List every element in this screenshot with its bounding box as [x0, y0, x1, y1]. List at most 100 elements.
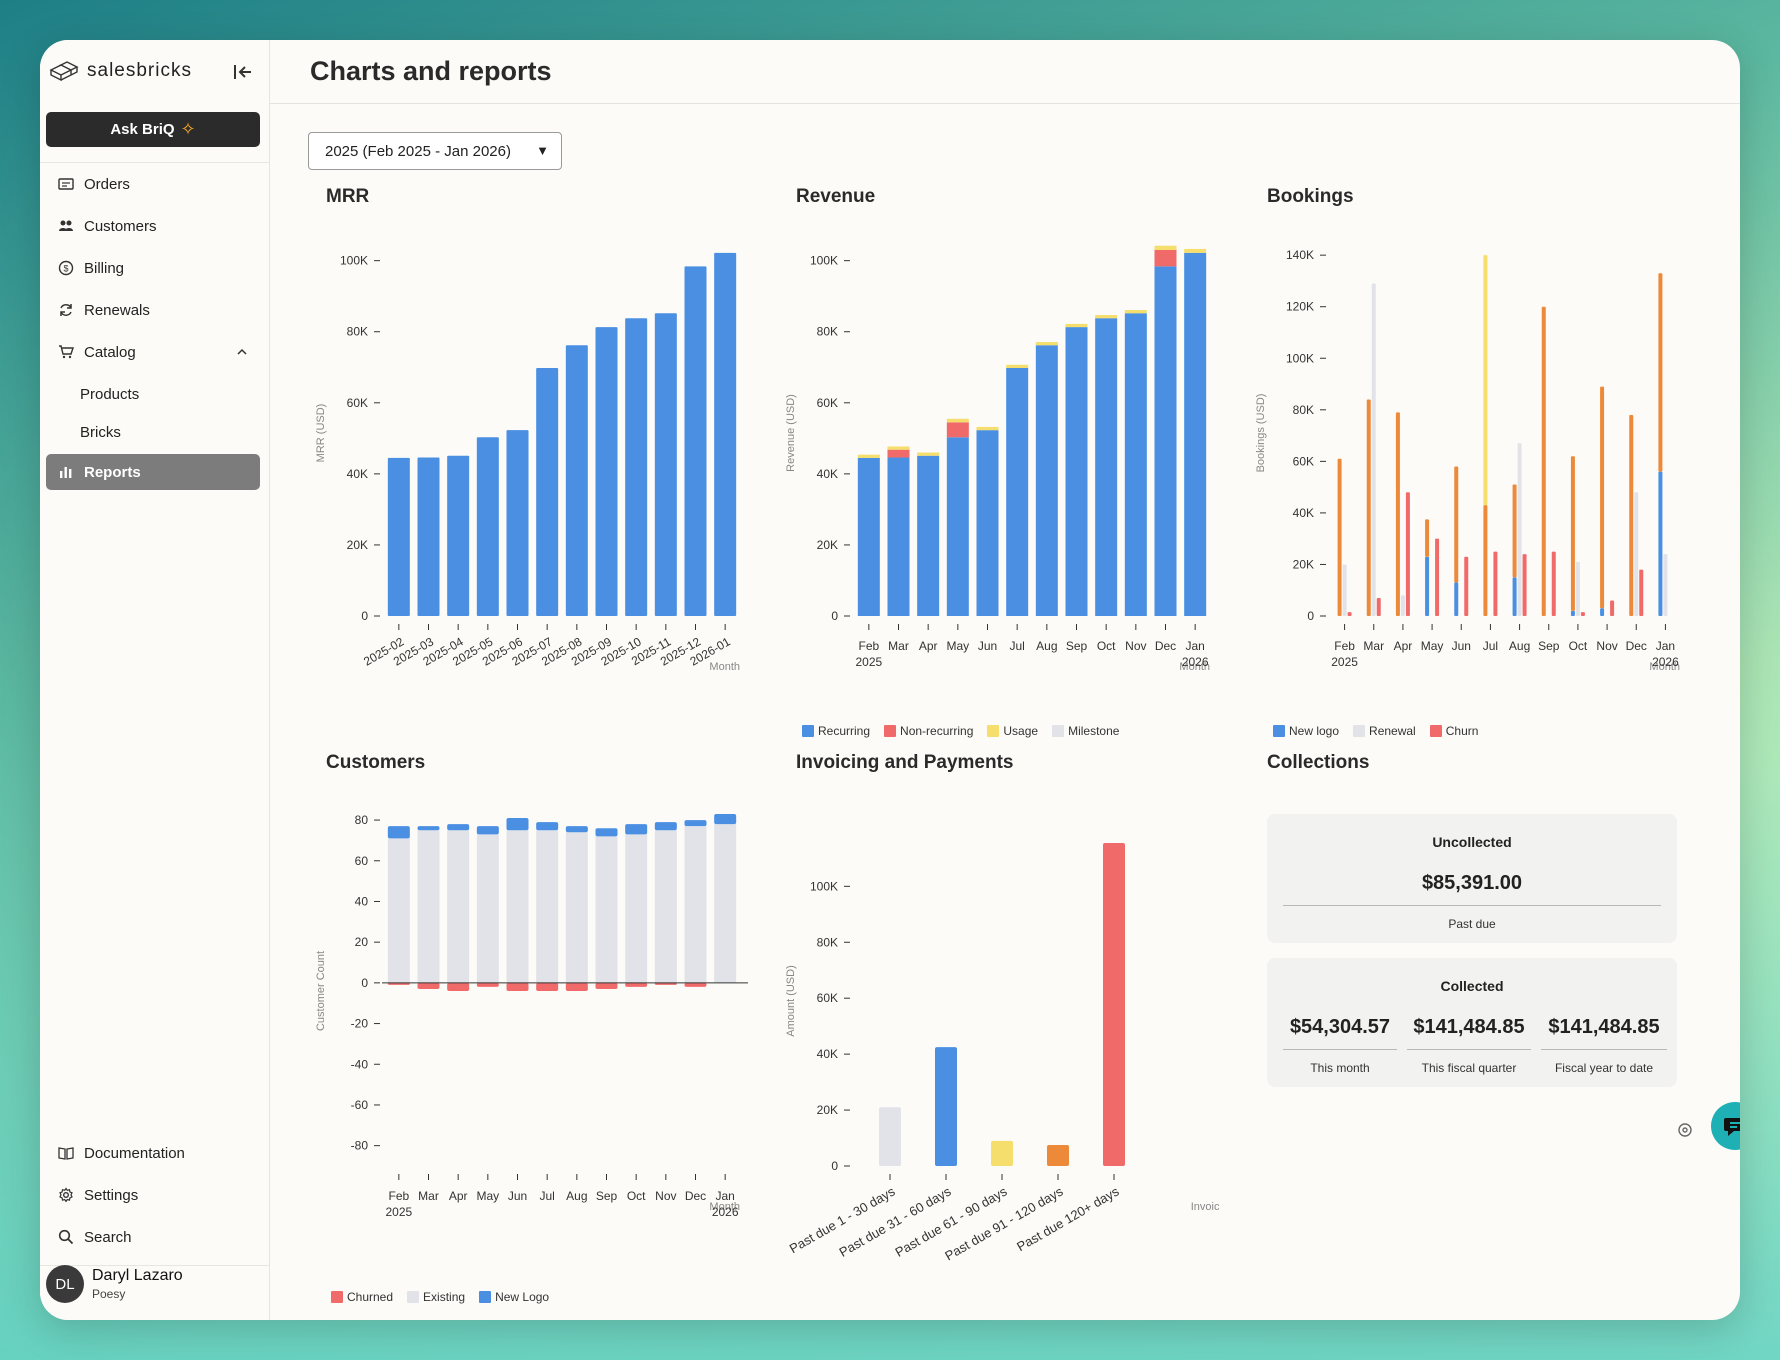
legend-label: Churned — [347, 1290, 394, 1304]
revenue-bar-segment — [976, 430, 999, 616]
legend-item-milestone[interactable]: Milestone — [1052, 724, 1119, 738]
x-tick-label: Jul — [1009, 639, 1024, 653]
sparkle-icon: ✧ — [180, 119, 196, 139]
y-tick-label: -20 — [351, 1017, 369, 1031]
user-org: Poesy — [92, 1287, 126, 1301]
bookings-bar-segment — [1483, 255, 1488, 506]
y-tick-label: 60K — [1293, 454, 1314, 468]
nav-item-settings[interactable]: Settings — [46, 1177, 260, 1213]
bookings-bar-segment — [1366, 399, 1371, 616]
nav-item-catalog[interactable]: Catalog — [46, 334, 260, 370]
legend-item-new-logo[interactable]: New logo — [1273, 724, 1339, 738]
revenue-bar-segment — [1006, 364, 1029, 368]
legend-swatch — [1353, 725, 1366, 737]
churned-bar — [476, 982, 499, 987]
legend-item-existing[interactable]: Existing — [407, 1290, 465, 1304]
revenue-chart: 0 20K 40K 60K 80K 100K Revenue (USD) Month Feb 20… — [785, 245, 1210, 673]
existing-bar — [625, 834, 648, 983]
brand[interactable]: salesbricks — [49, 60, 192, 82]
nav-item-billing[interactable]: $ Billing — [46, 250, 260, 286]
nav-item-orders[interactable]: Orders — [46, 166, 260, 202]
revenue-chart-title: Revenue — [796, 186, 876, 207]
collapse-sidebar-icon[interactable] — [232, 62, 256, 84]
y-tick-label: 20K — [1293, 557, 1314, 571]
nav-item-bricks[interactable]: Bricks — [46, 414, 260, 450]
brand-name: salesbricks — [87, 60, 192, 81]
mrr-bar — [476, 437, 499, 616]
nav-item-label: Bricks — [80, 423, 121, 441]
legend-item-renewal[interactable]: Renewal — [1353, 724, 1416, 738]
nav-item-reports[interactable]: Reports — [46, 454, 260, 490]
existing-bar — [447, 830, 470, 983]
bookings-bar-segment — [1658, 273, 1663, 472]
y-tick-label: 80K — [817, 935, 838, 949]
legend-item-non-recurring[interactable]: Non-recurring — [884, 724, 973, 738]
y-tick-label: 100K — [810, 254, 838, 268]
existing-bar — [714, 824, 737, 983]
nav-item-renewals[interactable]: Renewals — [46, 292, 260, 328]
bookings-bar-segment — [1425, 556, 1430, 616]
x-tick-label: Nov — [655, 1189, 676, 1203]
ask-briq-button[interactable]: Ask BriQ ✧ — [46, 112, 260, 147]
divider — [1283, 905, 1661, 906]
search-icon — [58, 1229, 74, 1245]
legend-item-recurring[interactable]: Recurring — [802, 724, 870, 738]
invoicing-chart: 0 20K 40K 60K 80K 100K Amount (USD) Invoice sta… — [785, 842, 1220, 1263]
y-tick-label: 40 — [355, 894, 369, 908]
x-tick-label: Oct — [627, 1189, 646, 1203]
y-tick-label: 0 — [361, 609, 368, 623]
revenue-bar-segment — [917, 452, 940, 456]
y-axis-label: Customer Count — [315, 951, 327, 1031]
y-axis-label: Revenue (USD) — [785, 394, 797, 472]
legend-swatch — [1052, 725, 1065, 737]
nav-item-documentation[interactable]: Documentation — [46, 1135, 260, 1171]
y-tick-label: -80 — [351, 1139, 369, 1153]
revenue-bar-segment — [887, 457, 910, 616]
mrr-bar — [654, 313, 677, 616]
cart-icon — [58, 344, 74, 360]
legend-label: Existing — [423, 1290, 466, 1304]
legend-swatch — [479, 1291, 492, 1303]
existing-bar — [684, 826, 707, 983]
legend-item-usage[interactable]: Usage — [987, 724, 1038, 738]
nav-item-search[interactable]: Search — [46, 1219, 260, 1255]
y-axis-label: Bookings (USD) — [1255, 394, 1267, 473]
avatar: DL — [46, 1265, 84, 1303]
y-tick-label: 0 — [831, 1159, 838, 1173]
bookings-bar-segment — [1493, 551, 1498, 616]
legend-swatch — [1273, 725, 1285, 737]
bookings-bar-segment — [1347, 612, 1352, 616]
small-gear-icon[interactable] — [1677, 1122, 1693, 1142]
bookings-bar-segment — [1522, 554, 1527, 616]
legend-label: Churn — [1445, 724, 1479, 738]
bookings-legend: New logo Renewal Churn — [1273, 724, 1478, 738]
existing-bar — [476, 834, 499, 983]
legend-item-churned[interactable]: Churned — [331, 1290, 393, 1304]
chevron-up-icon[interactable] — [236, 345, 248, 359]
secondary-nav: Documentation Settings Search — [46, 1135, 260, 1261]
revenue-bar-segment — [946, 437, 969, 616]
period-select[interactable]: 2025 (Feb 2025 - Jan 2026) ▼ — [308, 132, 562, 170]
orders-icon — [58, 176, 74, 192]
legend-item-churn[interactable]: Churn — [1429, 724, 1479, 738]
x-tick-label: Apr — [919, 639, 938, 653]
user-profile[interactable]: DL Daryl Lazaro Poesy — [46, 1265, 183, 1303]
revenue-bar-segment — [1035, 345, 1058, 616]
collected-amount-quarter: $141,484.85 — [1413, 1016, 1525, 1038]
legend-item-new-logo[interactable]: New Logo — [479, 1290, 549, 1304]
customers-chart: -80 -60 -40 -20 0 20 40 60 80 Customer Count Month… — [315, 813, 748, 1219]
x-tick-label: Dec — [1626, 639, 1647, 653]
existing-bar — [387, 838, 410, 983]
y-tick-label: 100K — [340, 254, 368, 268]
revenue-bar-segment — [1154, 245, 1177, 250]
new-logo-bar — [506, 818, 529, 831]
revenue-bar-segment — [1095, 318, 1118, 616]
existing-bar — [565, 832, 588, 983]
nav-item-products[interactable]: Products — [46, 376, 260, 412]
chat-button[interactable] — [1711, 1102, 1740, 1150]
x-axis-label: Month — [1179, 661, 1210, 673]
nav-item-customers[interactable]: Customers — [46, 208, 260, 244]
x-tick-label: May — [946, 639, 969, 653]
x-tick-label: Jul — [539, 1189, 554, 1203]
